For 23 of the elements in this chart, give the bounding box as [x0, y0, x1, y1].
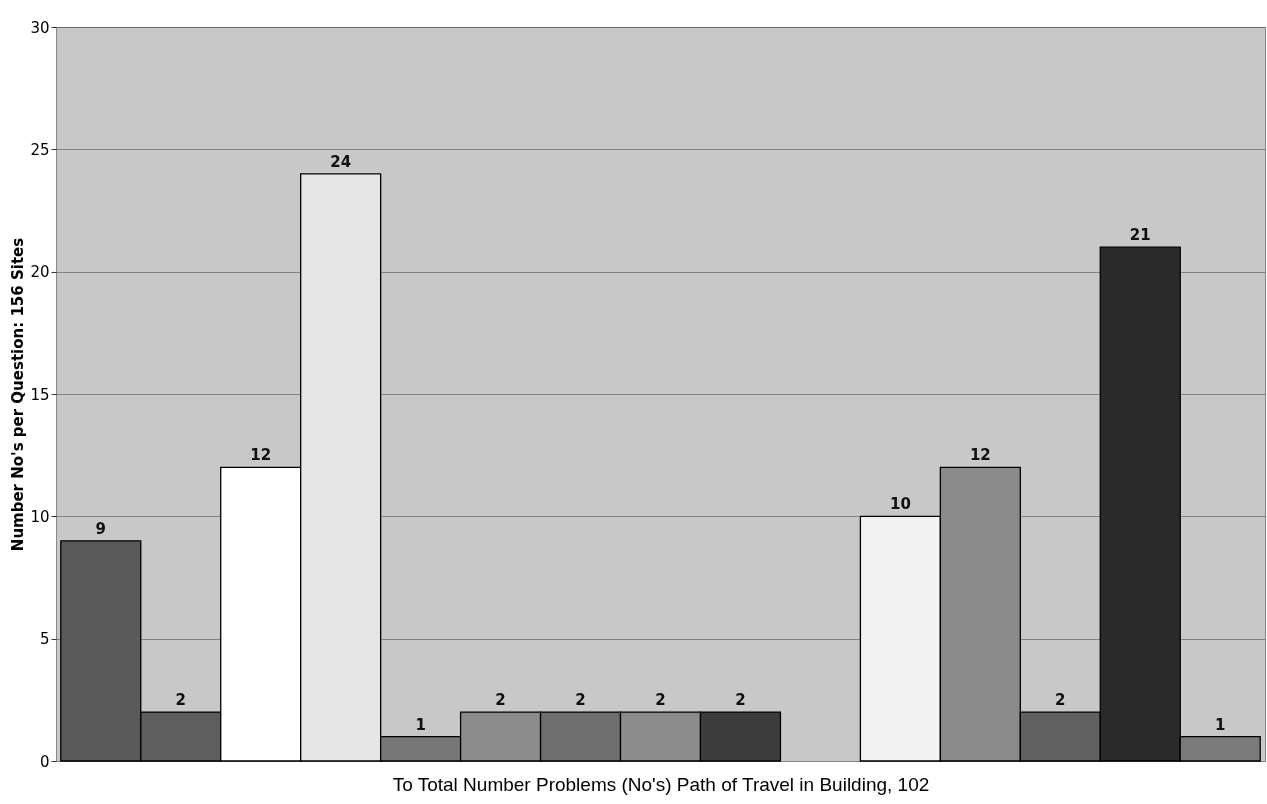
y-tick-label: 15 — [30, 385, 50, 404]
x-axis-title: To Total Number Problems (No's) Path of Travel in Building, 102 — [392, 773, 930, 795]
data-label: 21 — [1129, 226, 1151, 245]
data-label: 2 — [655, 691, 666, 710]
data-label: 2 — [575, 691, 586, 710]
data-label: 9 — [95, 519, 106, 538]
data-label: 2 — [1055, 691, 1066, 710]
y-tick-label: 5 — [39, 630, 50, 649]
y-tick-label: 20 — [30, 263, 50, 282]
y-axis-title: Number No's per Question: 156 Sites — [9, 237, 28, 552]
data-label: 24 — [330, 152, 352, 171]
data-label: 1 — [1215, 715, 1226, 734]
y-tick-label: 0 — [39, 752, 50, 771]
data-label: 12 — [969, 446, 991, 465]
data-label: 2 — [735, 691, 746, 710]
data-label: 2 — [175, 691, 186, 710]
data-label: 1 — [415, 715, 426, 734]
y-tick-label: 25 — [30, 140, 50, 159]
data-label: 2 — [495, 691, 506, 710]
data-label: 10 — [889, 495, 911, 514]
y-tick-label: 30 — [30, 18, 50, 37]
y-tick-label: 10 — [30, 507, 50, 526]
data-label: 12 — [250, 446, 272, 465]
